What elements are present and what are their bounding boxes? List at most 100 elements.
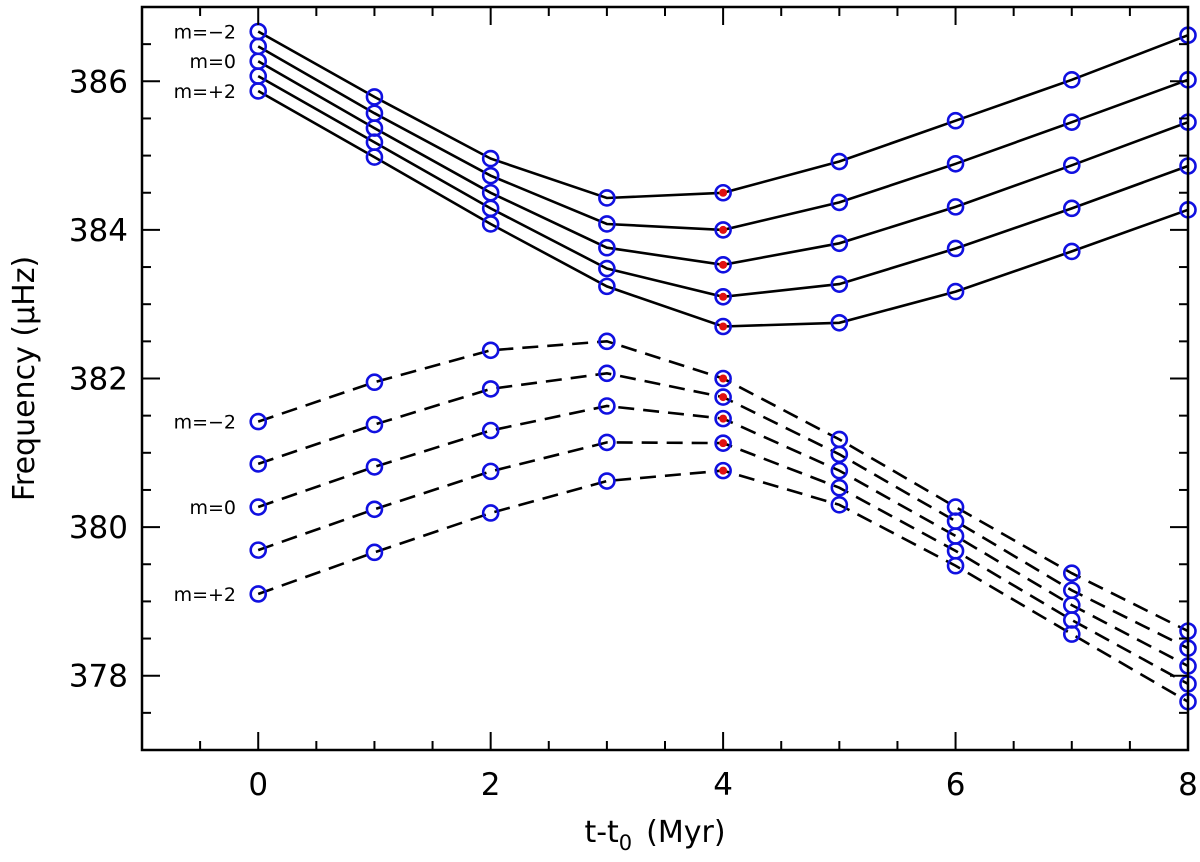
m-label: m=0 — [189, 51, 236, 73]
highlight-dot — [719, 393, 728, 402]
data-point — [249, 585, 268, 603]
y-axis-title: Frequency (μHz) — [7, 256, 42, 501]
data-point — [714, 388, 732, 406]
data-point — [946, 282, 965, 301]
data-point — [481, 341, 500, 360]
data-point — [830, 275, 849, 293]
data-point — [714, 183, 732, 202]
data-point — [1062, 564, 1081, 582]
data-point — [946, 498, 965, 516]
highlight-dot — [719, 374, 728, 383]
x-tick-label: 4 — [713, 767, 733, 803]
y-tick-label: 380 — [69, 510, 128, 546]
marker-layer — [249, 22, 1197, 711]
data-point — [365, 458, 384, 476]
series-line-upper-m0 — [257, 60, 1189, 267]
highlight-dot — [719, 225, 728, 234]
data-point — [365, 543, 384, 562]
data-point — [598, 332, 616, 351]
data-point — [481, 215, 500, 233]
data-point — [830, 234, 849, 253]
data-point — [365, 88, 384, 106]
x-tick-label: 6 — [946, 767, 966, 803]
data-point — [365, 373, 384, 392]
data-point — [830, 461, 849, 480]
data-point — [365, 415, 384, 434]
data-point — [946, 527, 965, 545]
data-point — [946, 111, 965, 130]
data-point — [481, 380, 500, 398]
highlight-dot — [719, 188, 728, 197]
m-label: m=0 — [189, 497, 236, 519]
data-point — [946, 556, 965, 575]
m-label: m=−2 — [174, 412, 236, 434]
data-point — [1062, 611, 1081, 629]
x-tick-label: 8 — [1178, 767, 1198, 803]
tick-layer: 0 2 4 6 8 378 380 382 384 386 — [69, 6, 1198, 803]
data-point — [365, 500, 384, 519]
m-label: m=+2 — [174, 584, 236, 606]
data-point — [365, 148, 384, 166]
data-point — [830, 193, 849, 212]
data-point — [946, 198, 965, 216]
data-point — [481, 149, 500, 168]
data-point — [598, 472, 616, 490]
data-point — [830, 445, 849, 464]
series-line-lower-m2 — [257, 469, 1189, 703]
highlight-dot — [719, 260, 728, 269]
data-point — [1062, 199, 1081, 218]
x-axis-title-main: t-t — [584, 815, 619, 850]
series-layer — [257, 30, 1189, 703]
data-point — [714, 369, 732, 388]
m-label: m=+2 — [174, 81, 236, 103]
data-point — [598, 433, 616, 452]
highlight-dot — [719, 439, 728, 448]
annotation-layer: m=−2 m=0 m=+2 m=−2 m=0 m=+2 — [174, 22, 236, 606]
highlight-dot — [719, 322, 728, 331]
data-point — [598, 215, 616, 233]
data-point — [249, 455, 268, 473]
y-tick-label: 386 — [69, 64, 128, 100]
data-point — [714, 317, 732, 336]
highlight-dot — [719, 292, 728, 301]
data-point — [1062, 242, 1081, 261]
data-point — [481, 166, 500, 185]
data-point — [714, 287, 732, 306]
highlight-dot — [719, 466, 728, 475]
data-point — [598, 364, 616, 383]
x-tick-label: 2 — [481, 767, 501, 803]
x-tick-label: 0 — [248, 767, 268, 803]
m-label: m=−2 — [174, 22, 236, 44]
data-point — [598, 397, 616, 415]
y-tick-label: 384 — [69, 213, 128, 249]
data-point — [830, 496, 849, 514]
data-point — [249, 541, 268, 559]
data-point — [249, 498, 268, 516]
x-axis-title-unit: (Myr) — [646, 815, 725, 850]
data-point — [598, 238, 616, 257]
data-point — [714, 409, 732, 428]
data-point — [830, 152, 849, 171]
data-point — [830, 478, 849, 497]
data-point — [714, 221, 732, 239]
data-point — [481, 421, 500, 440]
data-point — [598, 259, 616, 278]
y-tick-label: 378 — [69, 659, 128, 695]
x-axis-title-subscript: 0 — [619, 831, 632, 855]
x-axis-title: t-t0 (Myr) — [584, 815, 725, 855]
data-point — [249, 82, 268, 100]
data-point — [249, 412, 268, 431]
plot-frame — [140, 5, 1190, 752]
data-point — [598, 277, 616, 296]
data-point — [1062, 113, 1081, 131]
series-line-lower-m-1 — [257, 371, 1189, 650]
data-point — [946, 512, 965, 530]
data-point — [946, 239, 965, 258]
data-point — [714, 461, 732, 480]
data-point — [481, 462, 500, 481]
data-point — [830, 313, 849, 332]
data-point — [714, 434, 732, 452]
data-point — [1062, 156, 1081, 175]
highlight-dot — [719, 414, 728, 423]
